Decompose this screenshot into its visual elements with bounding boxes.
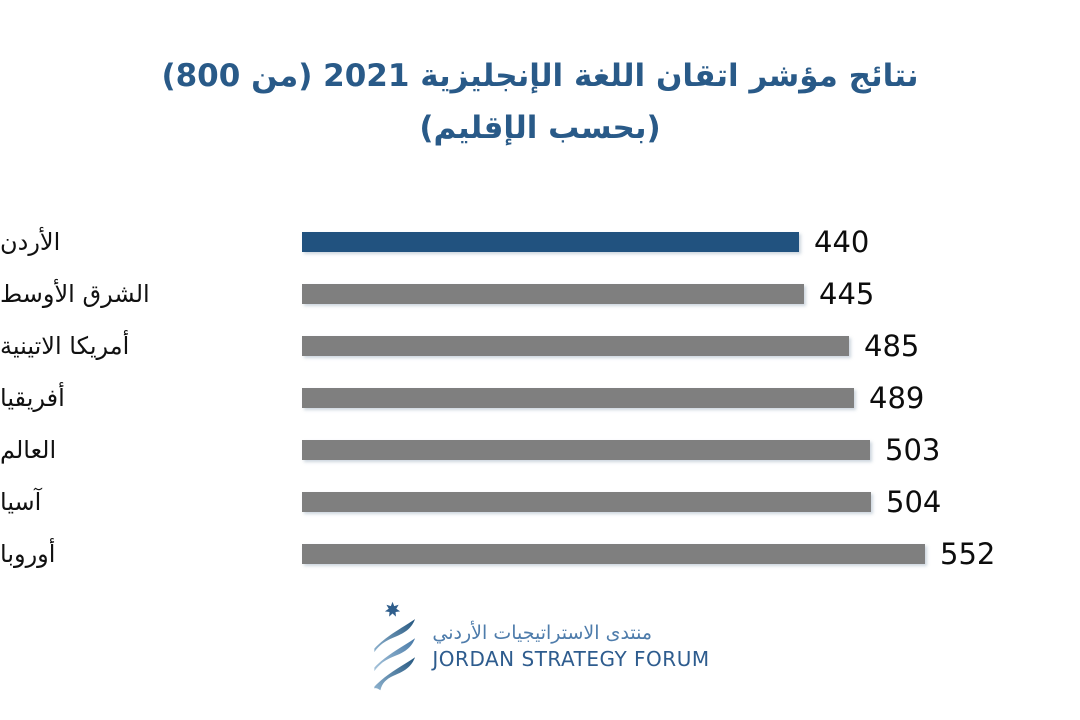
bar — [302, 492, 871, 512]
chart-title-line2: (بحسب الإقليم) — [419, 110, 661, 146]
jsf-ribbon-star-icon — [374, 601, 416, 691]
bar-row: أوروبا 552 — [0, 528, 1080, 580]
ribbon-band-bottom — [374, 657, 416, 691]
value-label: 489 — [869, 381, 925, 415]
bar-chart: الأردن 440 الشرق الأوسط 445 أمريكا الاتينية 4… — [0, 216, 1080, 580]
logo-text-block: منتدى الاستراتيجيات الأردني JORDAN STRAT… — [432, 620, 709, 673]
value-label: 440 — [814, 225, 870, 259]
bar-row: الأردن 440 — [0, 216, 1080, 268]
jordan-strategy-forum-logo: منتدى الاستراتيجيات الأردني JORDAN STRAT… — [0, 596, 1080, 696]
bar — [302, 544, 925, 564]
bar-row: أفريقيا 489 — [0, 372, 1080, 424]
category-label: الشرق الأوسط — [0, 280, 150, 308]
bar-highlighted — [302, 232, 799, 252]
bar — [302, 388, 854, 408]
bar-row: آسيا 504 — [0, 476, 1080, 528]
value-label: 503 — [885, 433, 941, 467]
value-label: 485 — [864, 329, 920, 363]
bar — [302, 440, 870, 460]
category-label: أوروبا — [0, 540, 56, 568]
value-label: 552 — [940, 537, 996, 571]
chart-title-line1: نتائج مؤشر اتقان اللغة الإنجليزية 2021 (… — [161, 58, 919, 94]
category-label: الأردن — [0, 228, 61, 256]
bar — [302, 336, 849, 356]
logo-english-text: JORDAN STRATEGY FORUM — [432, 646, 710, 671]
seven-pointed-star-icon — [385, 601, 401, 617]
value-label: 445 — [819, 277, 875, 311]
category-label: أمريكا الاتينية — [0, 332, 130, 360]
logo-arabic-text: منتدى الاستراتيجيات الأردني — [432, 621, 653, 644]
bar-row: الشرق الأوسط 445 — [0, 268, 1080, 320]
category-label: أفريقيا — [0, 384, 65, 412]
value-label: 504 — [886, 485, 942, 519]
category-label: العالم — [0, 436, 57, 464]
chart-title: نتائج مؤشر اتقان اللغة الإنجليزية 2021 (… — [0, 0, 1080, 154]
category-label: آسيا — [0, 488, 42, 516]
ribbon-band-middle — [374, 638, 416, 672]
ribbon-band-top — [374, 619, 416, 653]
bar-row: العالم 503 — [0, 424, 1080, 476]
bar-row: أمريكا الاتينية 485 — [0, 320, 1080, 372]
bar — [302, 284, 804, 304]
